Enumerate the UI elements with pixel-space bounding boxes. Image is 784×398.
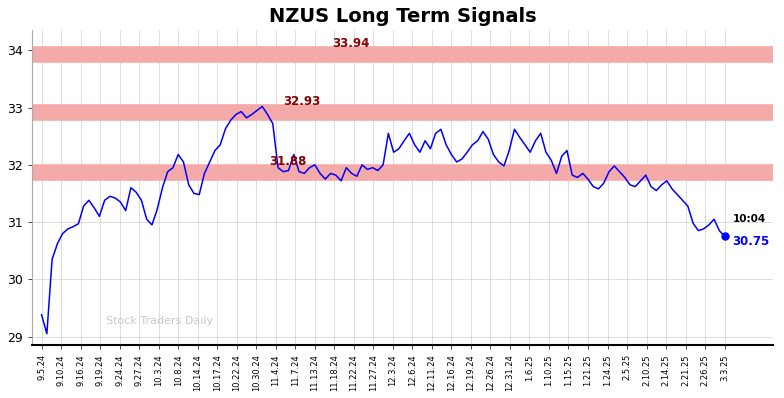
Text: 31.88: 31.88: [269, 155, 307, 168]
Text: 33.94: 33.94: [332, 37, 369, 50]
Text: 10:04: 10:04: [732, 214, 766, 224]
Text: 32.93: 32.93: [283, 95, 320, 108]
Title: NZUS Long Term Signals: NZUS Long Term Signals: [269, 7, 536, 26]
Text: Stock Traders Daily: Stock Traders Daily: [106, 316, 213, 326]
Text: 30.75: 30.75: [732, 235, 770, 248]
